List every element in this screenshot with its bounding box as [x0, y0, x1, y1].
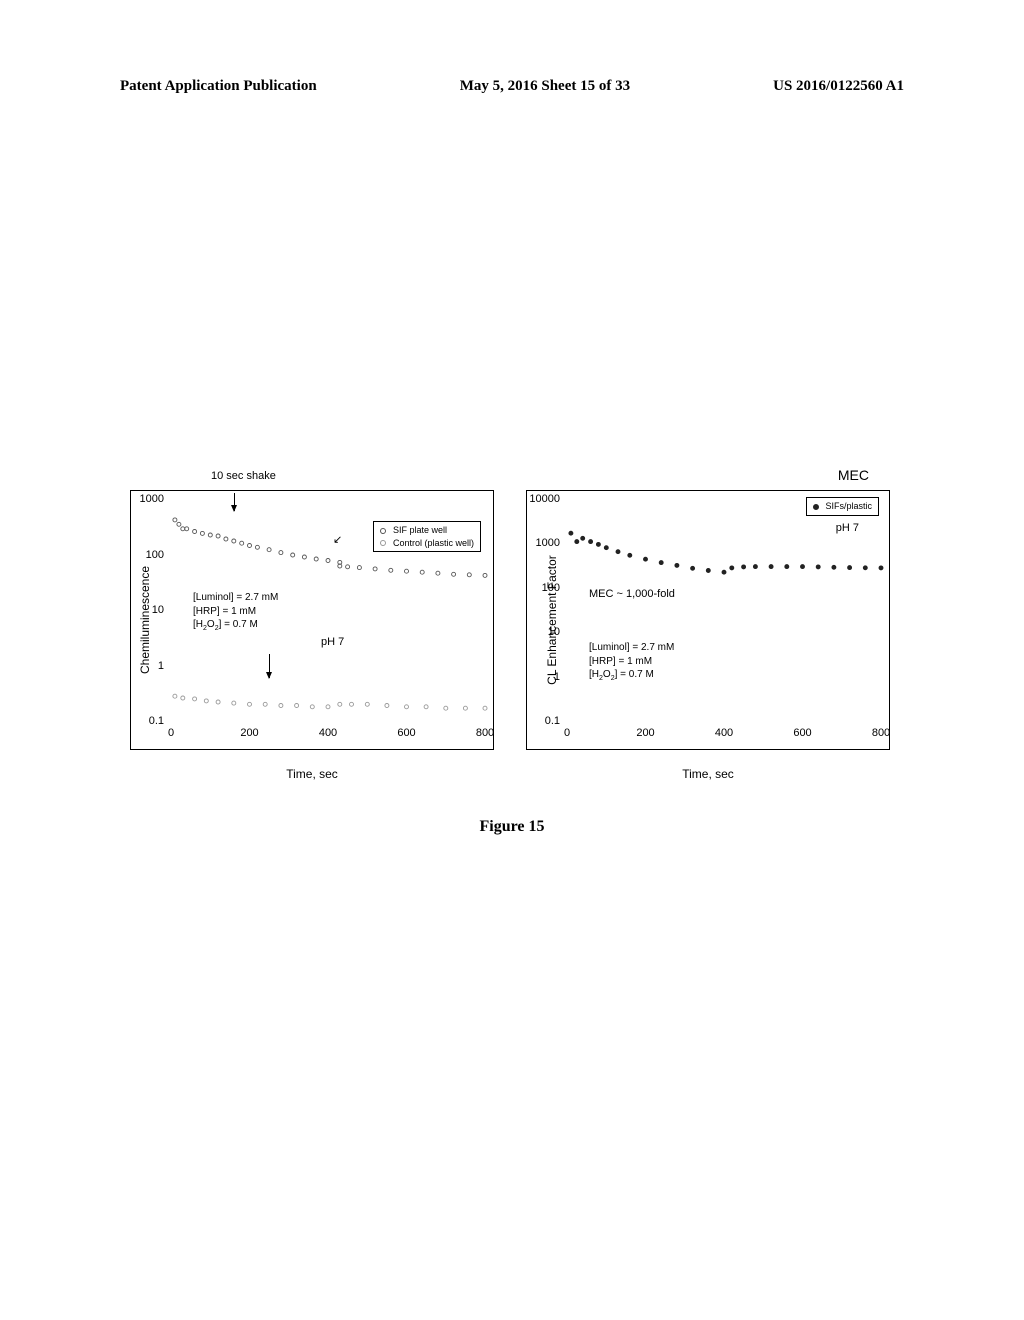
left-x-axis-label: Time, sec [286, 767, 338, 781]
legend-label: Control (plastic well) [393, 538, 474, 548]
header-right: US 2016/0122560 A1 [773, 78, 904, 95]
right-conditions-annotation: [Luminol] = 2.7 mM[HRP] = 1 mM[H2O2] = 0… [589, 641, 674, 683]
left-top-label: 10 sec shake [211, 469, 276, 484]
legend-label: SIF plate well [393, 525, 447, 535]
header-left: Patent Application Publication [120, 78, 317, 95]
right-y-ticks: 0.1110100100010000 [527, 499, 563, 721]
legend-item: SIF plate well [380, 524, 474, 537]
header-center: May 5, 2016 Sheet 15 of 33 [460, 78, 630, 95]
figure-panel-group: 10 sec shake Chemiluminescence Time, sec… [130, 490, 890, 790]
left-x-ticks: 0200400600800 [171, 723, 485, 741]
open-circle-icon [380, 528, 386, 534]
left-y-ticks: 0.11101001000 [131, 499, 167, 721]
open-circle-icon [380, 540, 386, 546]
right-plot-area: SIFs/plastic pH 7 MEC ~ 1,000-fold [Lumi… [567, 499, 881, 721]
shake-arrow-icon [234, 493, 235, 511]
left-plot-area: SIF plate well Control (plastic well) [L… [171, 499, 485, 721]
enhancement-factor-chart: MEC CL Enhancement Factor Time, sec 0.11… [526, 490, 890, 750]
right-series-svg [567, 499, 881, 721]
legend-item: SIFs/plastic [813, 500, 872, 513]
page-header: Patent Application Publication May 5, 20… [0, 78, 1024, 95]
filled-circle-icon [813, 504, 819, 510]
right-x-axis-label: Time, sec [682, 767, 734, 781]
left-conditions-annotation: [Luminol] = 2.7 mM[HRP] = 1 mM[H2O2] = 0… [193, 591, 278, 633]
legend-label: SIFs/plastic [825, 501, 872, 511]
left-legend-box: SIF plate well Control (plastic well) [373, 521, 481, 552]
left-ph-label: pH 7 [321, 635, 344, 650]
right-x-ticks: 0200400600800 [567, 723, 881, 741]
right-legend-box: SIFs/plastic [806, 497, 879, 516]
sif-arrow-icon: ↙ [333, 533, 342, 548]
figure-caption: Figure 15 [479, 818, 544, 836]
control-arrow-icon [269, 654, 270, 678]
legend-item: Control (plastic well) [380, 537, 474, 550]
right-chart-title: MEC [838, 467, 869, 483]
right-ph-label: pH 7 [836, 521, 859, 536]
chemiluminescence-chart: 10 sec shake Chemiluminescence Time, sec… [130, 490, 494, 750]
mec-note: MEC ~ 1,000-fold [589, 587, 675, 602]
